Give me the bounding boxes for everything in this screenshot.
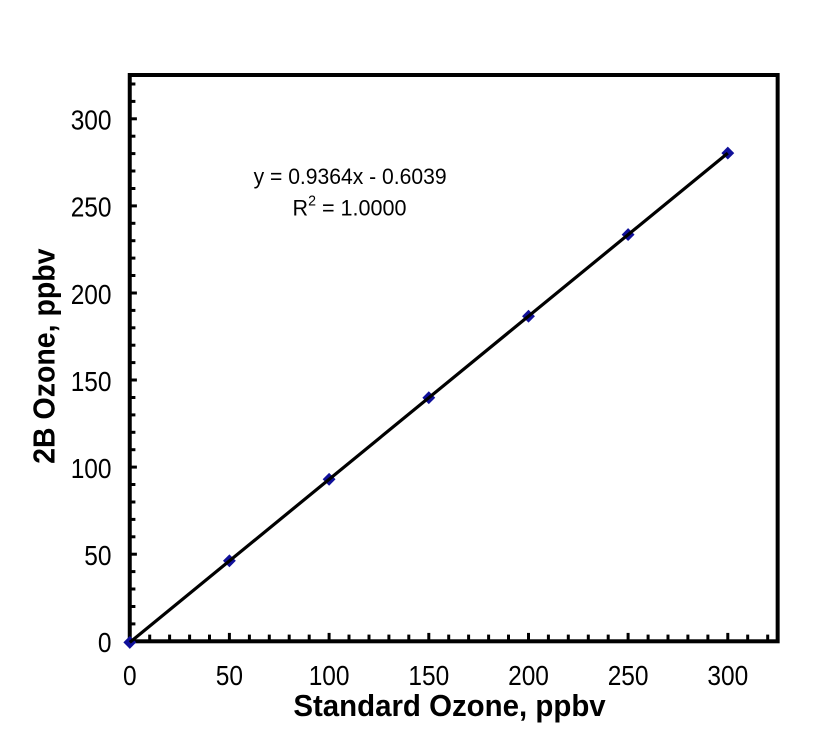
svg-text:50: 50 <box>216 660 243 692</box>
svg-text:Standard Ozone, ppbv: Standard Ozone, ppbv <box>293 689 606 723</box>
svg-text:150: 150 <box>408 660 449 692</box>
svg-text:250: 250 <box>608 660 649 692</box>
svg-text:0: 0 <box>98 627 112 659</box>
svg-text:50: 50 <box>84 540 111 572</box>
svg-text:100: 100 <box>309 660 350 692</box>
svg-text:250: 250 <box>71 191 112 223</box>
svg-text:300: 300 <box>71 104 112 136</box>
svg-text:100: 100 <box>71 453 112 485</box>
svg-text:2B Ozone, ppbv: 2B Ozone, ppbv <box>27 248 61 464</box>
svg-text:300: 300 <box>707 660 748 692</box>
svg-text:200: 200 <box>71 278 112 310</box>
svg-text:y = 0.9364x - 0.6039: y = 0.9364x - 0.6039 <box>254 164 447 190</box>
svg-text:200: 200 <box>508 660 549 692</box>
svg-text:0: 0 <box>123 660 137 692</box>
svg-text:R2 = 1.0000: R2 = 1.0000 <box>293 193 407 220</box>
svg-text:150: 150 <box>71 365 112 397</box>
